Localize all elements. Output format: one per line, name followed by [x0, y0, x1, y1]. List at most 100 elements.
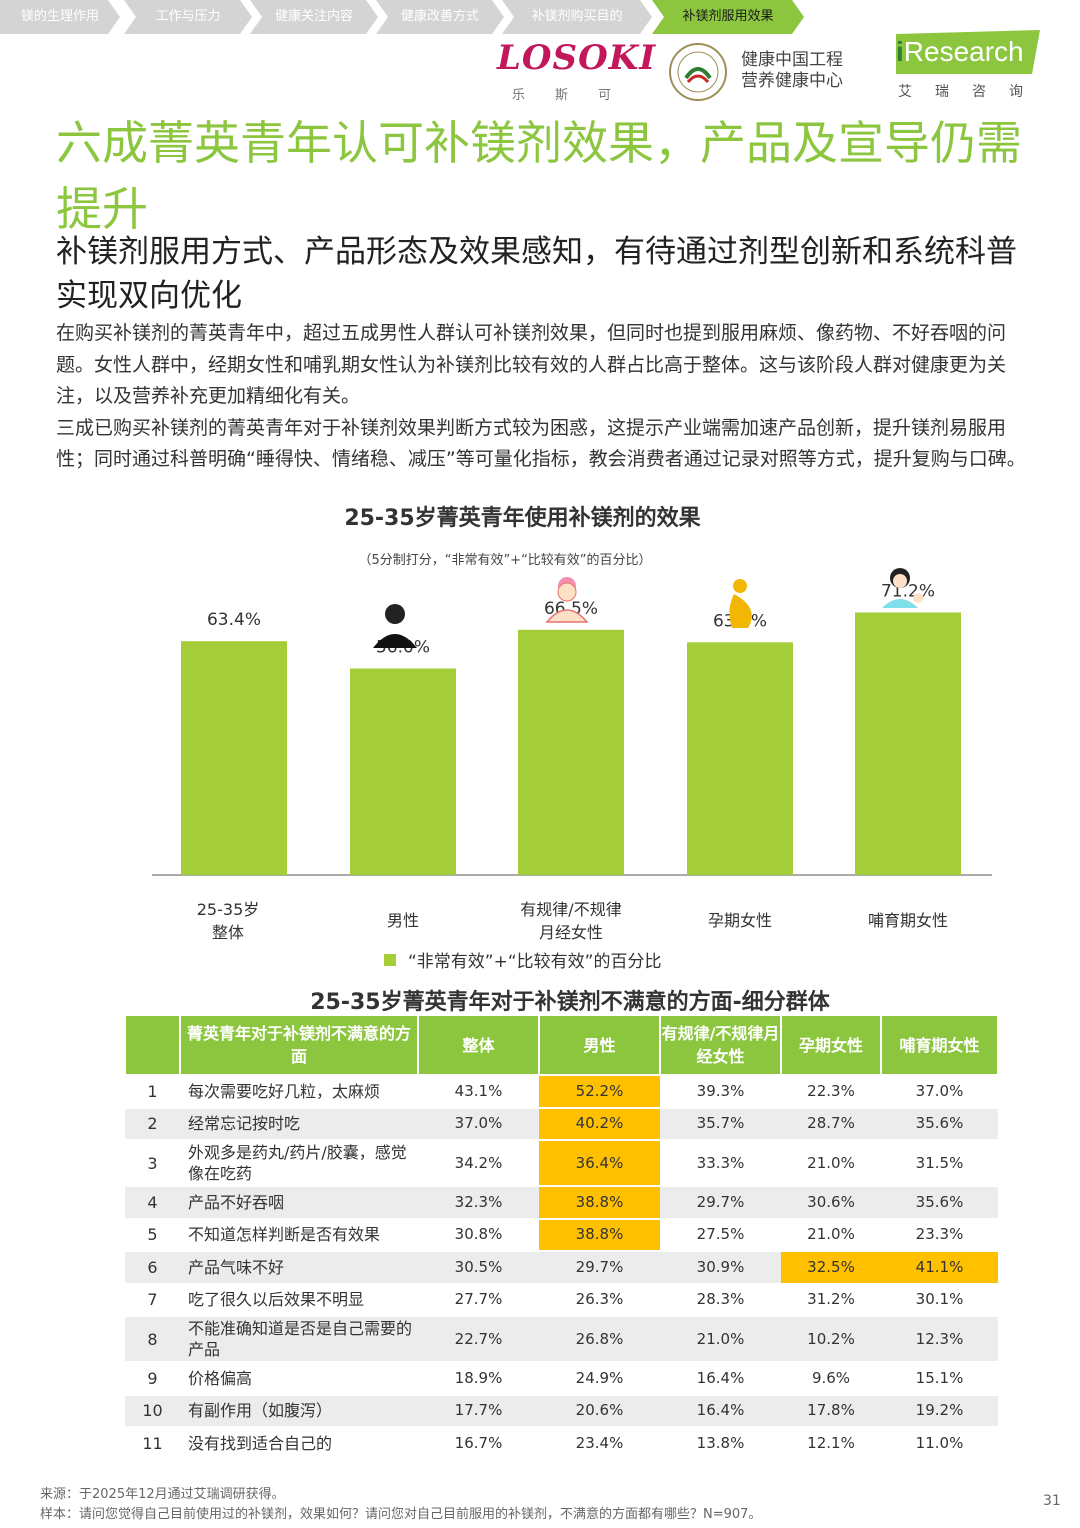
- row-number: 1: [125, 1074, 180, 1108]
- row-value: 24.9%: [539, 1361, 660, 1395]
- table-row: 10 有副作用（如腹泻） 17.7% 20.6% 16.4% 17.8% 19.2%: [125, 1393, 998, 1427]
- bar: [518, 629, 624, 875]
- row-item: 不知道怎样判断是否有效果: [180, 1217, 418, 1251]
- row-value: 17.8%: [781, 1393, 881, 1427]
- iresearch-logo: iResearch: [896, 36, 1024, 67]
- male-icon: [373, 604, 417, 648]
- row-value: 21.0%: [781, 1139, 881, 1186]
- header-menstrual: 有规律/不规律月经女性: [659, 1014, 782, 1076]
- row-number: 4: [125, 1185, 180, 1219]
- iresearch-logo-background: [896, 30, 1040, 74]
- legend-label: “非常有效”+“比较有效”的百分比: [408, 952, 662, 972]
- nav-tab-5[interactable]: 补镁剂购买目的: [502, 0, 652, 34]
- row-value: 29.7%: [660, 1185, 781, 1219]
- row-item: 没有找到适合自己的: [180, 1426, 418, 1460]
- table-header-row: 菁英青年对于补镁剂不满意的方面 整体 男性 有规律/不规律月经女性 孕期女性 哺…: [124, 1014, 999, 1076]
- row-value: 37.0%: [881, 1074, 998, 1108]
- row-item: 吃了很久以后效果不明显: [180, 1282, 418, 1316]
- header-male: 男性: [538, 1014, 661, 1076]
- table-row: 6 产品气味不好 30.5% 29.7% 30.9% 32.5% 41.1%: [125, 1250, 998, 1284]
- row-value: 52.2%: [539, 1074, 660, 1108]
- header-nursing: 哺育期女性: [880, 1014, 999, 1076]
- nav-tab-2[interactable]: 工作与压力: [124, 0, 252, 34]
- row-item: 每次需要吃好几粒，太麻烦: [180, 1074, 418, 1108]
- category-label: 有规律/不规律: [520, 900, 621, 919]
- table-row: 3 外观多是药丸/药片/胶囊，感觉像在吃药 34.2% 36.4% 33.3% 21.0%…: [125, 1139, 998, 1186]
- row-value: 38.8%: [539, 1185, 660, 1219]
- row-item: 不能准确知道是否是自己需要的产品: [180, 1315, 418, 1362]
- top-nav: 镁的生理作用 工作与压力 健康关注内容 健康改善方式 补镁剂购买目的 补镁剂服用…: [0, 0, 1080, 36]
- row-item: 外观多是药丸/药片/胶囊，感觉像在吃药: [180, 1139, 418, 1186]
- row-item: 价格偏高: [180, 1361, 418, 1395]
- bar: [855, 612, 961, 875]
- table-row: 11 没有找到适合自己的 16.7% 23.4% 13.8% 12.1% 11.0%: [125, 1426, 998, 1460]
- row-number: 7: [125, 1282, 180, 1316]
- paragraph-2: 三成已购买补镁剂的菁英青年对于补镁剂效果判断方式较为困惑，这提示产业端需加速产品…: [56, 416, 1026, 471]
- row-value: 15.1%: [881, 1361, 998, 1395]
- menstrual-woman-icon: [545, 577, 589, 623]
- header-item: 菁英青年对于补镁剂不满意的方面: [179, 1014, 419, 1076]
- dissatisfaction-table: 菁英青年对于补镁剂不满意的方面 整体 男性 有规律/不规律月经女性 孕期女性 哺…: [124, 1014, 999, 1460]
- row-number: 11: [125, 1426, 180, 1460]
- row-value: 41.1%: [881, 1250, 998, 1284]
- row-value: 36.4%: [539, 1139, 660, 1186]
- chart-title: 25-35岁菁英青年使用补镁剂的效果: [344, 506, 701, 531]
- row-value: 18.9%: [418, 1361, 539, 1395]
- table-row: 2 经常忘记按时吃 37.0% 40.2% 35.7% 28.7% 35.6%: [125, 1106, 998, 1140]
- row-value: 27.5%: [660, 1217, 781, 1251]
- row-number: 2: [125, 1106, 180, 1140]
- row-value: 35.6%: [881, 1106, 998, 1140]
- iresearch-logo-subtitle: 艾瑞咨询: [898, 84, 1046, 100]
- row-value: 30.5%: [418, 1250, 539, 1284]
- health-center-seal-icon: [669, 43, 727, 101]
- losoki-logo: LOSOKI: [497, 38, 657, 78]
- row-number: 9: [125, 1361, 180, 1395]
- row-item: 产品不好吞咽: [180, 1185, 418, 1219]
- table-row: 4 产品不好吞咽 32.3% 38.8% 29.7% 30.6% 35.6%: [125, 1185, 998, 1219]
- page-subtitle: 补镁剂服用方式、产品形态及效果感知，有待通过剂型创新和系统科普实现双向优化: [56, 234, 1017, 314]
- row-value: 31.2%: [781, 1282, 881, 1316]
- row-value: 9.6%: [781, 1361, 881, 1395]
- bar-value-label: 71.2%: [881, 581, 935, 601]
- category-label: 整体: [212, 923, 244, 942]
- bar: [181, 641, 287, 875]
- nav-tab-6-active[interactable]: 补镁剂服用效果: [652, 0, 804, 34]
- row-item: 经常忘记按时吃: [180, 1106, 418, 1140]
- pregnant-icon: [729, 579, 752, 628]
- losoki-logo-subtitle: 乐斯可: [512, 88, 642, 103]
- table-row: 5 不知道怎样判断是否有效果 30.8% 38.8% 27.5% 21.0% 23.3%: [125, 1217, 998, 1251]
- row-value: 30.8%: [418, 1217, 539, 1251]
- footer-sample: 样本：请问您觉得自己目前使用过的补镁剂，效果如何？请问您对自己目前服用的补镁剂，…: [40, 1507, 762, 1522]
- row-item: 产品气味不好: [180, 1250, 418, 1284]
- row-number: 5: [125, 1217, 180, 1251]
- row-number: 8: [125, 1315, 180, 1362]
- row-value: 34.2%: [418, 1139, 539, 1186]
- table-row: 1 每次需要吃好几粒，太麻烦 43.1% 52.2% 39.3% 22.3% 37.0%: [125, 1074, 998, 1108]
- row-value: 39.3%: [660, 1074, 781, 1108]
- page-title: 六成菁英青年认可补镁剂效果，产品及宣导仍需提升: [56, 116, 1022, 236]
- health-center-name: 健康中国工程 营养健康中心: [741, 50, 843, 91]
- row-value: 37.0%: [418, 1106, 539, 1140]
- table-row: 9 价格偏高 18.9% 24.9% 16.4% 9.6% 15.1%: [125, 1361, 998, 1395]
- nav-tab-4[interactable]: 健康改善方式: [376, 0, 504, 34]
- bar: [350, 668, 456, 875]
- header-pregnant: 孕期女性: [780, 1014, 882, 1076]
- row-value: 40.2%: [539, 1106, 660, 1140]
- row-value: 26.3%: [539, 1282, 660, 1316]
- row-value: 10.2%: [781, 1315, 881, 1362]
- nav-tab-3[interactable]: 健康关注内容: [250, 0, 378, 34]
- nav-tab-1[interactable]: 镁的生理作用: [0, 0, 120, 34]
- row-value: 16.7%: [418, 1426, 539, 1460]
- header-overall: 整体: [417, 1014, 540, 1076]
- table-row: 7 吃了很久以后效果不明显 27.7% 26.3% 28.3% 31.2% 30.1%: [125, 1282, 998, 1316]
- row-number: 3: [125, 1139, 180, 1186]
- row-value: 21.0%: [660, 1315, 781, 1362]
- row-value: 21.0%: [781, 1217, 881, 1251]
- row-value: 35.7%: [660, 1106, 781, 1140]
- row-value: 22.3%: [781, 1074, 881, 1108]
- table-title: 25-35岁菁英青年对于补镁剂不满意的方面-细分群体: [310, 990, 830, 1015]
- row-value: 28.7%: [781, 1106, 881, 1140]
- footer: 来源：于2025年12月通过艾瑞调研获得。 样本：请问您觉得自己目前使用过的补镁…: [40, 1485, 761, 1525]
- bar-value-label: 63.4%: [207, 610, 261, 630]
- row-value: 16.4%: [660, 1393, 781, 1427]
